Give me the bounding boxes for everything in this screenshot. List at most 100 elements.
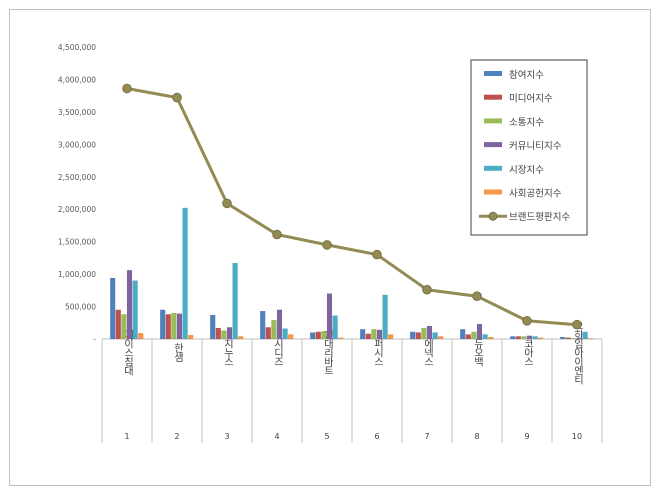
axes: - 500,000 1,000,000 1,500,000 2,000,000 2,500… xyxy=(58,43,603,443)
bar xyxy=(132,280,138,340)
bar xyxy=(271,320,277,340)
bar xyxy=(315,331,321,340)
category-label: 에넥스 xyxy=(422,338,434,365)
category-label: 시디즈 xyxy=(272,338,284,365)
bar xyxy=(265,327,271,340)
bar xyxy=(515,336,521,340)
legend-item: 미디어지수 xyxy=(484,94,553,105)
legend-box xyxy=(470,59,588,236)
category-label: 지누스 xyxy=(222,338,234,365)
bar xyxy=(521,336,527,340)
bar xyxy=(232,262,238,340)
legend-item: 사회공헌지수 xyxy=(484,189,562,200)
bar xyxy=(526,335,533,340)
bar xyxy=(421,327,427,340)
bar xyxy=(371,329,377,340)
bar-series-2 xyxy=(121,312,577,340)
bar xyxy=(332,315,338,340)
bar xyxy=(121,314,127,340)
category-number: 3 xyxy=(224,432,229,441)
category-number: 2 xyxy=(174,432,179,441)
bar-series-1 xyxy=(115,309,571,340)
y-tick-label: 500,000 xyxy=(65,303,96,312)
legend-label: 소통지수 xyxy=(509,117,544,128)
y-tick-label: 4,000,000 xyxy=(58,75,96,84)
legend-swatch xyxy=(484,142,502,148)
bar xyxy=(576,337,583,340)
legend-label: 브랜드평판지수 xyxy=(509,212,570,223)
category-number: 7 xyxy=(424,432,429,441)
line-point xyxy=(322,240,332,250)
bar xyxy=(565,337,571,340)
line-point xyxy=(372,249,382,260)
legend-item: 시장지수 xyxy=(484,165,544,176)
brand-reputation-line xyxy=(126,87,578,327)
bar xyxy=(382,294,388,340)
line-point xyxy=(222,198,232,209)
bar xyxy=(226,327,233,340)
category-label: 코아스 xyxy=(522,339,534,366)
bar xyxy=(188,334,194,340)
bar xyxy=(415,332,421,340)
legend-item: 브랜드평판지수 xyxy=(479,211,570,223)
bar xyxy=(176,313,183,340)
bar xyxy=(510,336,516,340)
bar xyxy=(465,334,471,340)
bar xyxy=(488,336,494,340)
bar-series xyxy=(110,207,594,340)
legend-item: 커뮤니티지수 xyxy=(484,141,562,152)
bar xyxy=(388,334,394,340)
y-tick-label: 2,500,000 xyxy=(58,173,96,182)
y-tick-label: 1,000,000 xyxy=(58,270,96,279)
bar xyxy=(221,330,227,340)
line-series xyxy=(122,83,582,330)
legend-label: 시장지수 xyxy=(509,165,544,176)
bar xyxy=(115,309,121,340)
bar xyxy=(471,331,477,340)
bar xyxy=(310,332,316,340)
category-label: 한샘 xyxy=(172,343,184,362)
bar xyxy=(215,327,221,340)
legend-swatch xyxy=(484,165,502,171)
category-label: 현대리바트 xyxy=(322,329,334,374)
bar xyxy=(360,329,366,340)
bar xyxy=(165,314,171,340)
bar xyxy=(138,333,144,340)
bar xyxy=(538,337,544,340)
category-number: 8 xyxy=(474,432,479,441)
category-number: 1 xyxy=(124,432,129,441)
bar-series-5 xyxy=(138,333,594,340)
legend-marker xyxy=(488,211,498,221)
bar xyxy=(365,333,371,340)
bar-series-4 xyxy=(132,207,588,340)
bar xyxy=(282,328,288,340)
bar xyxy=(560,336,566,340)
bar xyxy=(288,334,294,340)
category-number: 10 xyxy=(572,432,582,441)
bar xyxy=(238,336,244,340)
y-tick-label: 2,000,000 xyxy=(58,205,96,214)
bar xyxy=(110,277,116,340)
category-number: 5 xyxy=(324,432,329,441)
bar xyxy=(182,207,188,340)
bar xyxy=(276,309,283,340)
category-label: 오하임아이엔티 xyxy=(572,321,584,386)
bar xyxy=(126,270,133,340)
legend-swatch xyxy=(484,118,502,124)
bar xyxy=(410,331,416,340)
bar xyxy=(326,293,333,340)
bar xyxy=(571,338,577,340)
bar xyxy=(160,309,166,340)
bar xyxy=(338,337,344,340)
legend-swatch xyxy=(484,189,502,195)
line-point xyxy=(422,284,432,295)
category-number: 9 xyxy=(524,432,529,441)
line-point xyxy=(172,92,182,103)
bar xyxy=(588,338,594,340)
legend-item: 소통지수 xyxy=(484,117,544,128)
bar xyxy=(460,329,466,340)
line-point xyxy=(122,83,132,94)
category-label: 퍼시스 xyxy=(372,338,384,365)
bar xyxy=(438,336,444,340)
